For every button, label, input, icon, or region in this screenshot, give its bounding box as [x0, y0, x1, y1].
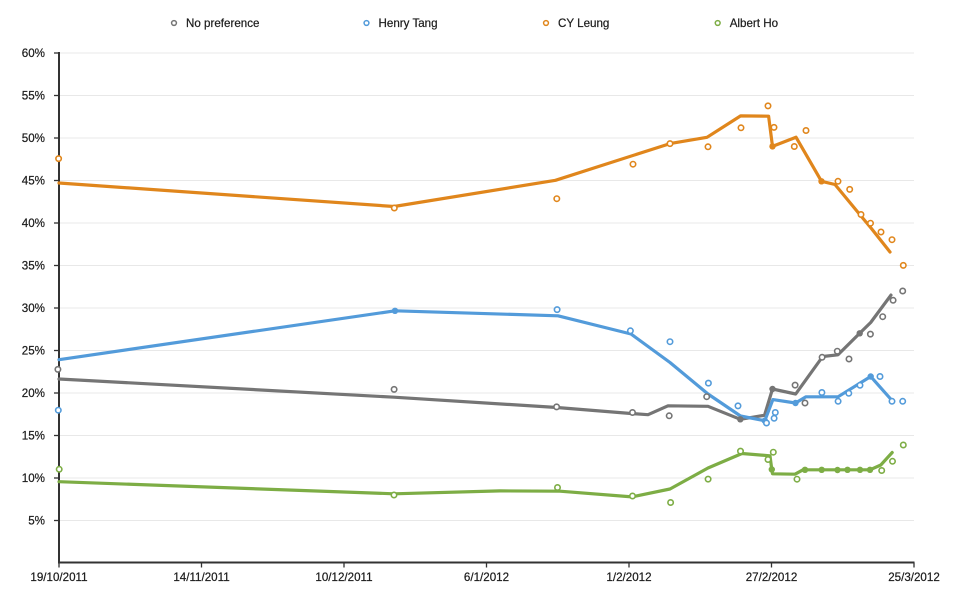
svg-text:45%: 45% [22, 175, 45, 188]
svg-text:27/2/2012: 27/2/2012 [746, 571, 798, 584]
svg-text:No preference: No preference [186, 17, 259, 30]
svg-text:50%: 50% [22, 132, 45, 145]
svg-text:55%: 55% [22, 90, 45, 103]
svg-text:6/1/2012: 6/1/2012 [464, 571, 509, 584]
svg-text:14/11/2011: 14/11/2011 [173, 571, 229, 584]
svg-text:1/2/2012: 1/2/2012 [606, 571, 651, 584]
svg-text:35%: 35% [22, 260, 45, 273]
svg-text:20%: 20% [22, 387, 45, 400]
svg-text:Henry Tang: Henry Tang [379, 17, 438, 30]
svg-text:5%: 5% [28, 515, 45, 528]
svg-text:15%: 15% [22, 430, 45, 443]
svg-text:40%: 40% [22, 217, 45, 230]
svg-text:19/10/2011: 19/10/2011 [30, 571, 87, 584]
svg-text:CY Leung: CY Leung [558, 17, 609, 30]
svg-text:Albert Ho: Albert Ho [730, 17, 778, 30]
svg-text:25%: 25% [22, 345, 45, 358]
svg-text:10%: 10% [22, 472, 45, 485]
svg-text:25/3/2012: 25/3/2012 [888, 571, 940, 584]
svg-text:30%: 30% [22, 302, 45, 315]
svg-text:10/12/2011: 10/12/2011 [315, 571, 372, 584]
svg-text:60%: 60% [22, 47, 45, 60]
